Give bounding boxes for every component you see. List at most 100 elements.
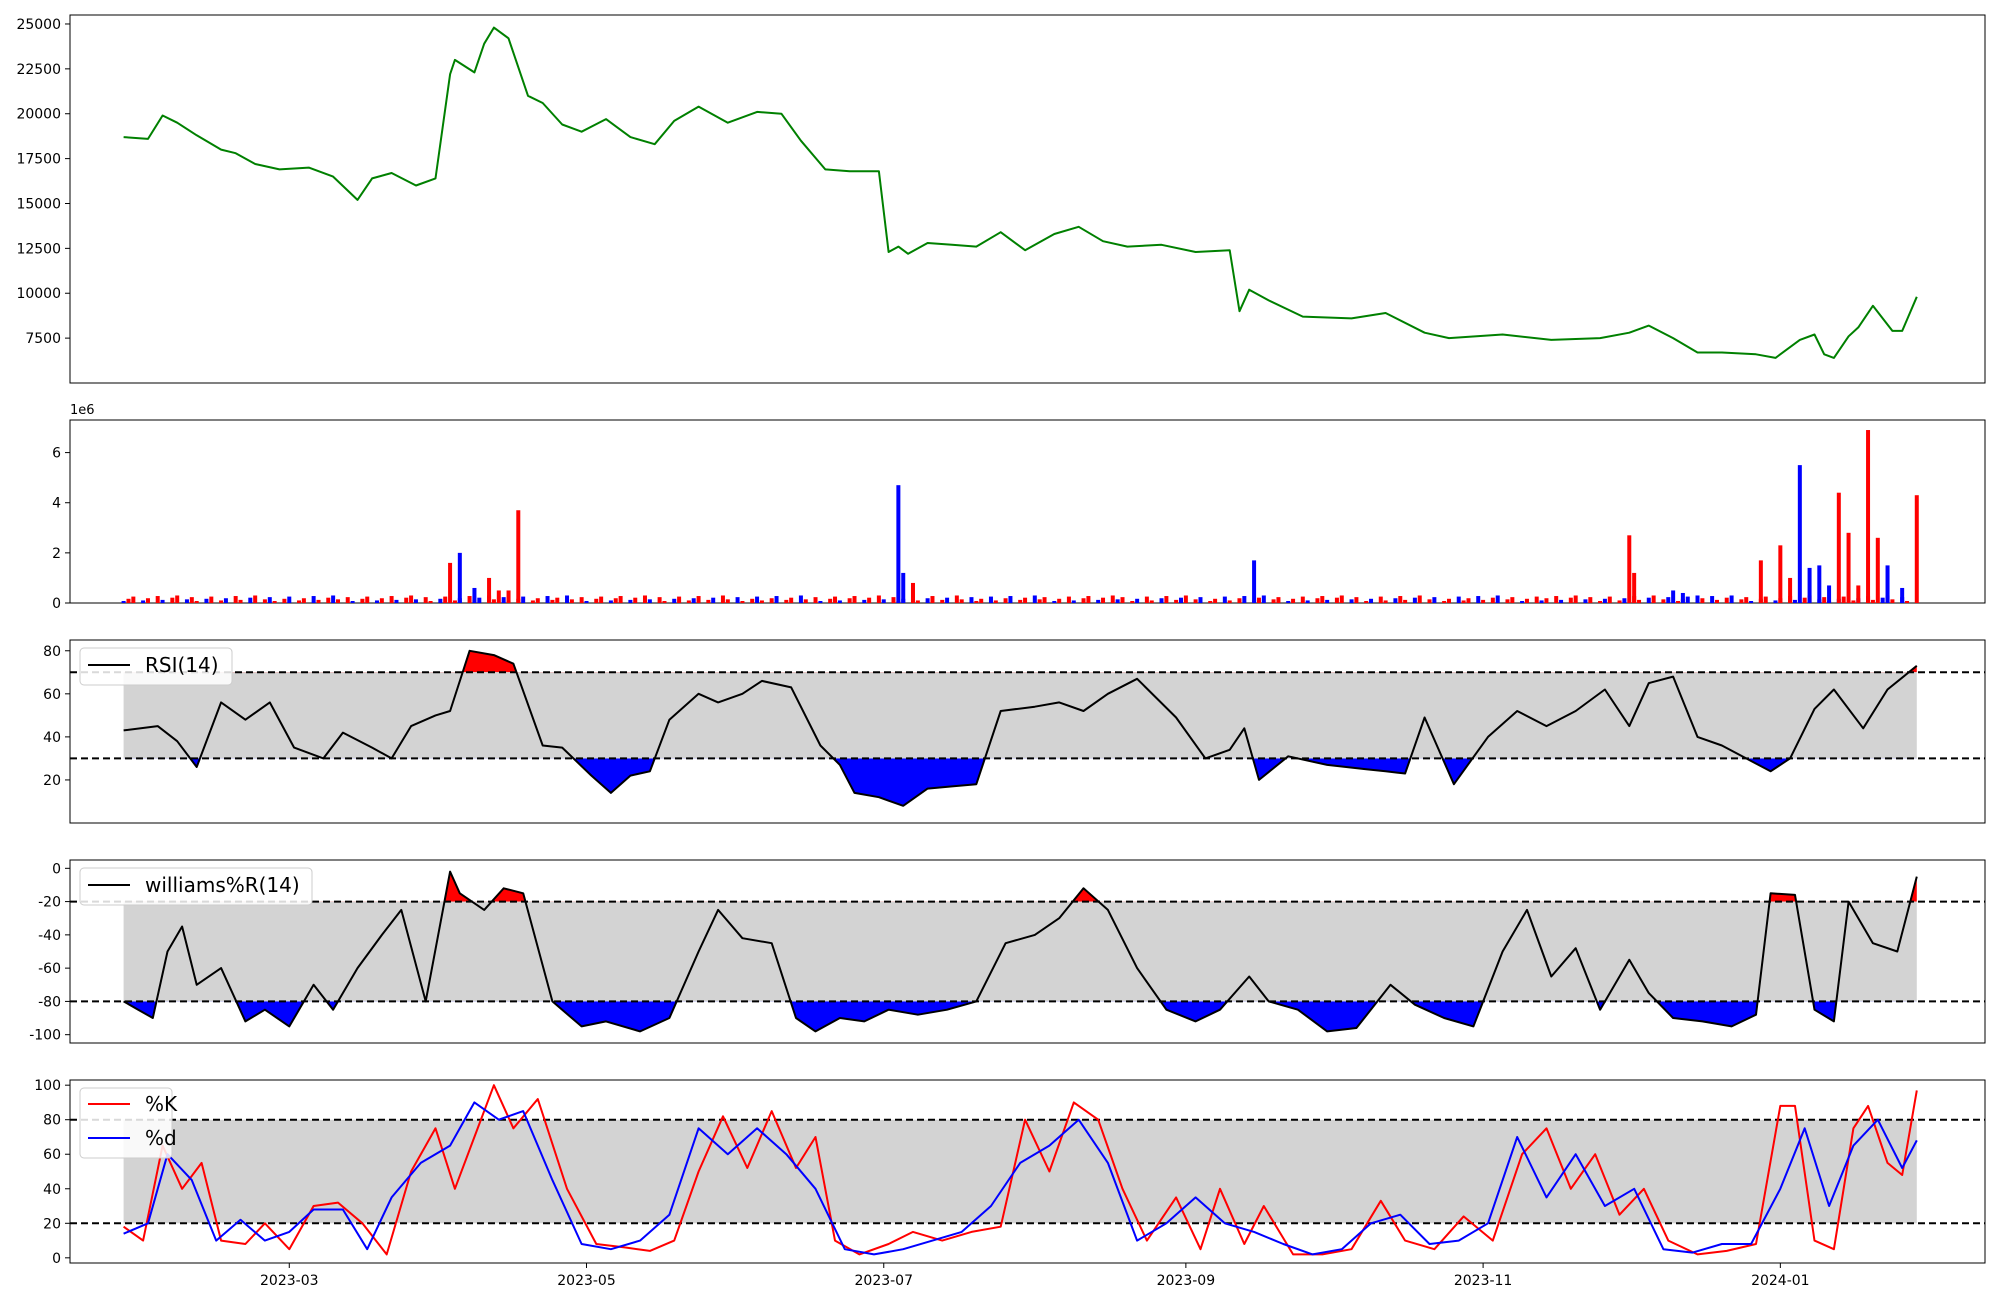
volume-bar: [1875, 537, 1880, 603]
volume-bar-small: [1554, 596, 1559, 603]
rsi-neutral-band: [123, 672, 1917, 759]
rsi-legend: RSI(14): [79, 647, 233, 686]
volume-ytick-label: 4: [52, 496, 61, 512]
volume-bar-small: [1174, 599, 1179, 603]
volume-bar-small: [1412, 597, 1417, 603]
volume-bar-small: [253, 595, 258, 603]
rsi-y-ticks: 20 40 60 80: [43, 644, 70, 789]
volume-bar-small: [1617, 600, 1622, 603]
volume-bar-small: [1432, 597, 1437, 603]
volume-bar-small: [1320, 596, 1325, 603]
volume-bar-small: [394, 599, 399, 603]
volume-bar-small: [1101, 597, 1106, 603]
volume-bar-small: [233, 596, 238, 603]
williams-plot-area: [70, 870, 1985, 1033]
volume-ytick-label: 2: [52, 546, 61, 562]
k-legend-label: %K: [145, 1092, 178, 1116]
volume-bar-small: [423, 597, 428, 603]
volume-bar-small: [1159, 598, 1164, 603]
volume-bar: [1778, 545, 1783, 603]
williams-legend-label: williams%R(14): [145, 873, 300, 897]
volume-bar-small: [1256, 597, 1261, 603]
volume-bar-small: [881, 599, 886, 603]
volume-bar-small: [1534, 596, 1539, 603]
volume-bar-small: [1334, 597, 1339, 603]
volume-bar-small: [272, 600, 277, 603]
volume-bar-small: [126, 598, 131, 603]
volume-bar-small: [608, 600, 613, 603]
d-legend-label: %d: [145, 1126, 177, 1150]
volume-bar-small: [530, 600, 535, 603]
volume-bar-small: [954, 595, 959, 603]
volume-bar-small: [1193, 599, 1198, 603]
volume-bar-small: [813, 597, 818, 603]
volume-bar-small: [535, 598, 540, 603]
volume-bar-small: [1700, 598, 1705, 603]
volume-bar-small: [769, 598, 774, 603]
volume-bar-small: [569, 599, 574, 603]
x-tick-label: 2023-07: [855, 1273, 914, 1289]
williams-neutral-band: [123, 901, 1917, 1002]
williams-ytick-label: -20: [38, 895, 61, 911]
volume-bar-small: [204, 598, 209, 603]
volume-bar-small: [141, 600, 146, 603]
volume-bar-small: [584, 600, 589, 603]
volume-bar-small: [696, 596, 701, 603]
rsi-oversold-fill: [190, 758, 1791, 806]
volume-bar-small: [467, 596, 472, 603]
volume-bar-small: [803, 599, 808, 603]
volume-bar-small: [750, 598, 755, 603]
volume-bar-small: [452, 600, 457, 603]
volume-bar-small: [847, 598, 852, 603]
stochastic-plot-area: [70, 1084, 1985, 1256]
volume-bar-small: [1198, 597, 1203, 603]
volume-bar: [1758, 560, 1763, 603]
volume-bar-small: [979, 598, 984, 603]
volume-bar-small: [1710, 596, 1715, 603]
volume-bar-small: [735, 597, 740, 603]
volume-bar: [1885, 565, 1890, 603]
volume-bar: [1817, 565, 1822, 603]
volume-axes-frame: [69, 419, 1986, 604]
volume-bar-small: [1042, 597, 1047, 603]
volume-bar-small: [1261, 595, 1266, 603]
volume-bar-small: [1208, 600, 1213, 603]
rsi-series-line: [123, 649, 1918, 807]
volume-bar-small: [1456, 596, 1461, 603]
price-ytick-label: 15000: [16, 196, 61, 212]
volume-bar-small: [1466, 598, 1471, 603]
volume-bar-small: [1325, 599, 1330, 603]
x-tick-label: 2023-09: [1157, 1273, 1216, 1289]
volume-bar-small: [930, 596, 935, 603]
volume-bar-small: [1096, 599, 1101, 603]
volume-bar: [896, 485, 901, 603]
volume-bar-small: [297, 600, 302, 603]
volume-bar-small: [1242, 596, 1247, 603]
volume-bar-small: [1315, 598, 1320, 603]
volume-bar: [1807, 567, 1812, 603]
volume-bar-small: [1066, 596, 1071, 603]
volume-bar-small: [798, 595, 803, 603]
volume-bar-small: [925, 598, 930, 603]
volume-bar-small: [1037, 599, 1042, 603]
volume-bar-small: [1008, 596, 1013, 603]
volume-bar-small: [1183, 595, 1188, 603]
volume-bar-small: [1461, 600, 1466, 603]
volume-bar-small: [1120, 597, 1125, 603]
volume-bar: [1866, 430, 1871, 603]
volume-bar: [1680, 592, 1685, 603]
rsi-panel: 20 40 60 80 RSI(14): [43, 639, 1986, 824]
volume-bar-small: [755, 596, 760, 603]
volume-bar-small: [891, 597, 896, 603]
volume-bar-small: [1544, 598, 1549, 603]
volume-bar-small: [365, 596, 370, 603]
volume-bar-small: [613, 598, 618, 603]
volume-bar-small: [642, 595, 647, 603]
volume-bar-small: [282, 598, 287, 603]
volume-bar-small: [1890, 599, 1895, 603]
volume-bar-small: [1880, 597, 1885, 603]
volume-bar-small: [1227, 600, 1232, 603]
volume-bar-small: [1739, 599, 1744, 603]
price-axes-frame: [69, 14, 1986, 384]
volume-bar-small: [1763, 596, 1768, 603]
